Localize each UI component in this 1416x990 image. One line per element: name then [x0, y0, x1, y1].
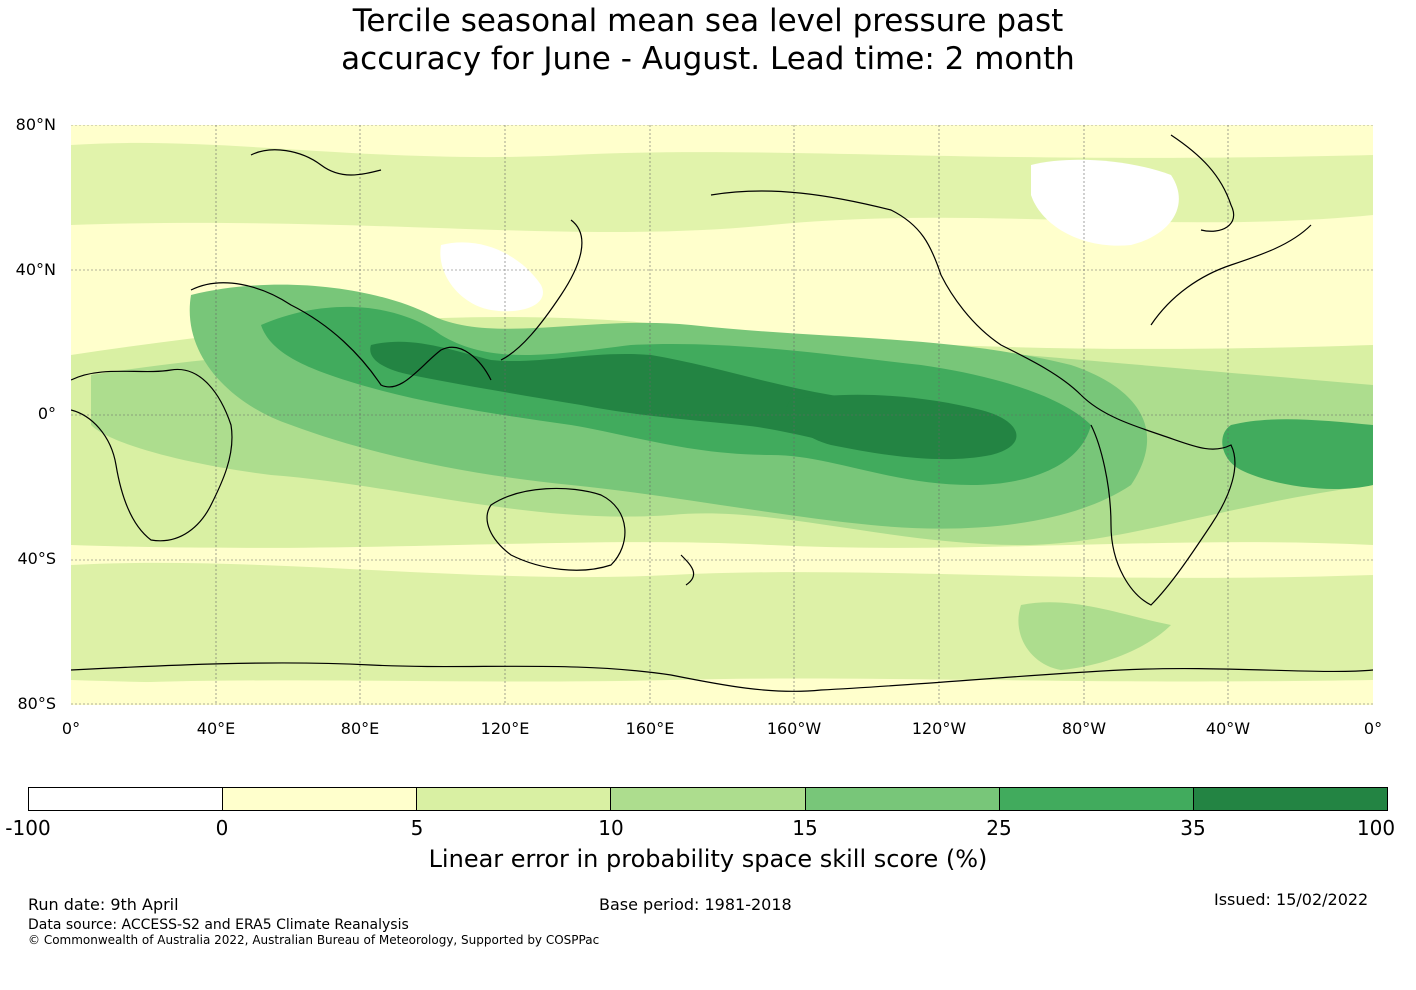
lat-label-80n: 80°N: [15, 115, 56, 134]
issued-date: Issued: 15/02/2022: [1214, 890, 1369, 909]
skill-score-map: [71, 125, 1373, 705]
map-canvas: [71, 125, 1373, 705]
skill-shading: [71, 125, 1373, 705]
colorbar-title: Linear error in probability space skill …: [428, 845, 988, 873]
colorbar-bin-1: [29, 788, 224, 810]
colorbar-tick-2: 0: [215, 816, 229, 840]
lon-label-160e: 160°E: [625, 719, 675, 738]
title-line-1: Tercile seasonal mean sea level pressure…: [352, 3, 1064, 39]
colorbar-bin-7: [1193, 788, 1387, 810]
colorbar: [28, 787, 1388, 811]
lon-label-40w: 40°W: [1205, 719, 1251, 738]
lat-label-eq: 0°: [37, 404, 56, 423]
colorbar-tick-6: 25: [986, 816, 1012, 840]
run-date: Run date: 9th April: [28, 895, 179, 914]
lon-label-120e: 120°E: [480, 719, 530, 738]
lat-label-40s: 40°S: [17, 549, 56, 568]
lon-label-360: 0°: [1363, 719, 1383, 738]
colorbar-bin-2: [223, 788, 418, 810]
colorbar-tick-5: 15: [792, 816, 818, 840]
colorbar-tick-7: 35: [1180, 816, 1206, 840]
colorbar-bin-5: [805, 788, 1000, 810]
colorbar-tick-8: 100: [1356, 816, 1396, 840]
data-source: Data source: ACCESS-S2 and ERA5 Climate …: [28, 917, 409, 933]
colorbar-bin-3: [417, 788, 612, 810]
lon-label-80e: 80°E: [340, 719, 380, 738]
coastlines: [71, 134, 1373, 692]
lon-label-40e: 40°E: [196, 719, 236, 738]
title-line-2: accuracy for June - August. Lead time: 2…: [341, 41, 1075, 77]
colorbar-tick-3: 5: [410, 816, 424, 840]
colorbar-bin-4: [611, 788, 806, 810]
graticule: [71, 125, 1373, 705]
colorbar-bin-6: [999, 788, 1194, 810]
copyright: © Commonwealth of Australia 2022, Austra…: [28, 933, 600, 947]
lat-label-40n: 40°N: [15, 260, 56, 279]
base-period: Base period: 1981-2018: [599, 895, 792, 914]
colorbar-tick-1: -100: [5, 816, 51, 840]
lon-label-0: 0°: [61, 719, 81, 738]
lat-label-80s: 80°S: [17, 694, 56, 713]
colorbar-tick-4: 10: [598, 816, 624, 840]
lon-label-80w: 80°W: [1061, 719, 1107, 738]
lon-label-160w: 160°W: [766, 719, 822, 738]
map-title: Tercile seasonal mean sea level pressure…: [0, 2, 1416, 78]
lon-label-120w: 120°W: [911, 719, 967, 738]
